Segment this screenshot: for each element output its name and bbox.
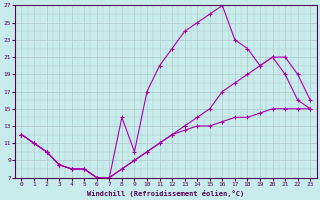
X-axis label: Windchill (Refroidissement éolien,°C): Windchill (Refroidissement éolien,°C) — [87, 190, 244, 197]
